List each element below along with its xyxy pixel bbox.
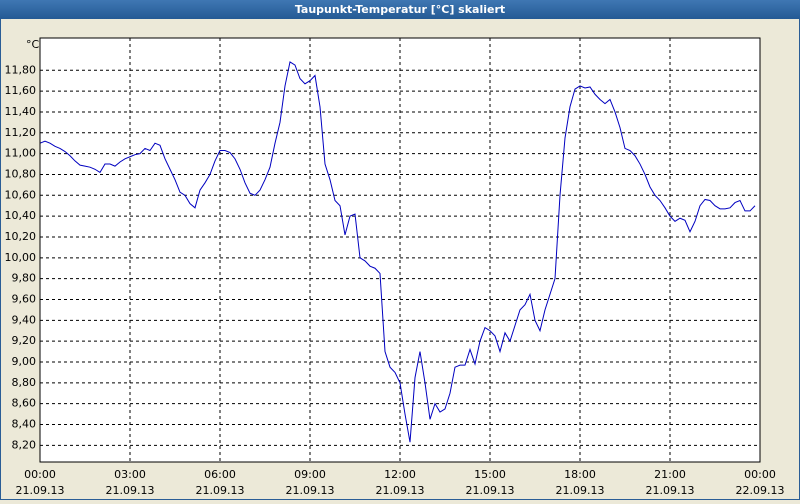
x-tick-label: 09:00: [294, 468, 326, 481]
y-tick-label: 10,60: [5, 188, 37, 201]
x-tick-date: 21.09.13: [376, 484, 425, 497]
y-tick-label: 10,00: [5, 251, 37, 264]
y-tick-label: 9,60: [12, 292, 37, 305]
y-tick-label: 9,00: [12, 355, 37, 368]
y-tick-label: 10,80: [5, 167, 37, 180]
x-tick-label: 21:00: [654, 468, 686, 481]
y-tick-label: 9,40: [12, 313, 37, 326]
y-tick-label: 11,60: [5, 84, 37, 97]
y-tick-label: 11,20: [5, 126, 37, 139]
y-tick-label: 11,00: [5, 147, 37, 160]
y-unit: °C: [26, 38, 40, 51]
y-tick-label: 11,80: [5, 63, 37, 76]
x-tick-label: 00:00: [744, 468, 776, 481]
x-tick-date: 21.09.13: [286, 484, 335, 497]
y-tick-label: 8,80: [12, 376, 37, 389]
title-bar: [0, 0, 800, 19]
x-tick-label: 18:00: [564, 468, 596, 481]
y-tick-label: 8,40: [12, 417, 37, 430]
line-series: [39, 61, 756, 443]
y-tick-label: 9,80: [12, 272, 37, 285]
x-tick-date: 21.09.13: [556, 484, 605, 497]
x-tick-date: 21.09.13: [16, 484, 65, 497]
y-tick-label: 11,40: [5, 105, 37, 118]
chart-title: Taupunkt-Temperatur [°C] skaliert: [295, 3, 505, 16]
x-tick-date: 22.09.13: [736, 484, 785, 497]
y-tick-label: 10,20: [5, 230, 37, 243]
plot-border: [39, 37, 761, 463]
x-tick-label: 06:00: [204, 468, 236, 481]
x-tick-date: 21.09.13: [646, 484, 695, 497]
y-tick-label: 8,60: [12, 397, 37, 410]
x-tick-label: 15:00: [474, 468, 506, 481]
y-tick-label: 8,20: [12, 438, 37, 451]
x-tick-date: 21.09.13: [196, 484, 245, 497]
x-tick-date: 21.09.13: [106, 484, 155, 497]
x-tick-label: 12:00: [384, 468, 416, 481]
x-tick-label: 03:00: [114, 468, 146, 481]
y-tick-label: 10,40: [5, 209, 37, 222]
y-tick-label: 9,20: [12, 334, 37, 347]
x-tick-date: 21.09.13: [466, 484, 515, 497]
x-tick-label: 00:00: [24, 468, 56, 481]
